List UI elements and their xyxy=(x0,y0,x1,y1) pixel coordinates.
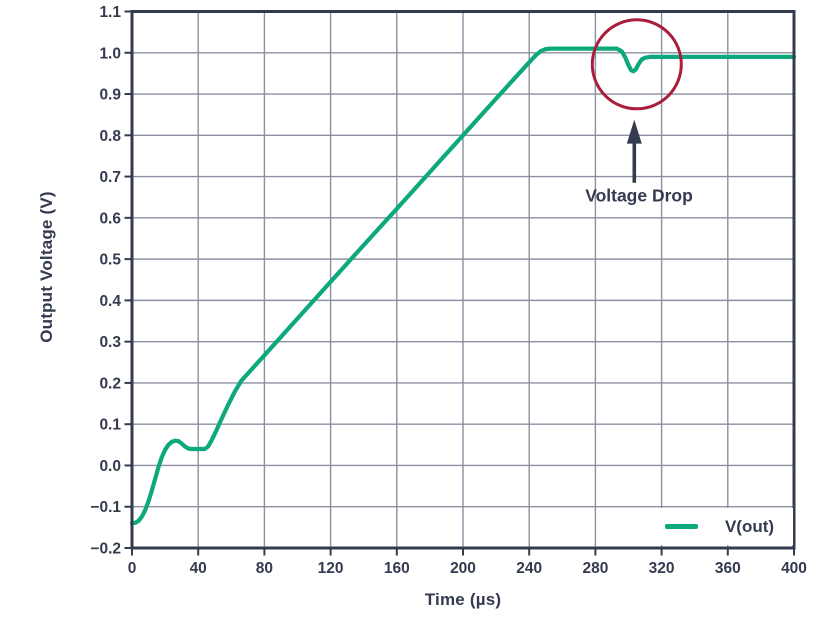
x-tick-label: 160 xyxy=(384,560,410,577)
legend-line-swatch xyxy=(664,524,698,529)
y-tick-label: −0.2 xyxy=(90,541,121,558)
x-tick-label: 200 xyxy=(450,560,476,577)
x-tick-label: 320 xyxy=(649,560,675,577)
x-tick-label: 240 xyxy=(516,560,542,577)
gridlines xyxy=(132,11,794,548)
x-axis-title: Time (µs) xyxy=(424,590,502,609)
x-tick-label: 40 xyxy=(190,560,207,577)
x-tick-label: 80 xyxy=(256,560,273,577)
y-tick-label: 0.2 xyxy=(99,375,121,392)
y-tick-label: 0.7 xyxy=(99,169,121,186)
y-tick-label: 0.4 xyxy=(99,293,121,310)
x-tick-label: 400 xyxy=(781,560,807,577)
x-tick-label: 280 xyxy=(582,560,608,577)
annotation-circle xyxy=(590,18,683,111)
y-tick-label: 0.3 xyxy=(99,334,121,351)
tick-marks xyxy=(124,10,795,556)
y-tick-label: 0.6 xyxy=(99,210,121,227)
axis-tick-labels: 0 40 80 120 160 200 240 280 320 360 400 1.1 1.0 0.9 0.… xyxy=(90,4,807,577)
x-tick-label: 120 xyxy=(318,560,344,577)
annotation-arrow xyxy=(626,119,642,183)
y-tick-label: 0.0 xyxy=(99,458,121,475)
x-tick-label: 360 xyxy=(715,560,741,577)
y-tick-label: 0.8 xyxy=(99,128,121,145)
vout-curve xyxy=(129,46,797,526)
y-tick-label: 0.5 xyxy=(99,252,121,269)
annotation-label: Voltage Drop xyxy=(585,185,693,206)
y-tick-label: 1.0 xyxy=(99,45,121,62)
y-tick-label: 0.9 xyxy=(99,87,121,104)
y-tick-label: 0.1 xyxy=(99,417,121,434)
y-tick-label: −0.1 xyxy=(90,499,121,516)
y-tick-label: 1.1 xyxy=(99,4,121,21)
y-axis-title: Output Voltage (V) xyxy=(37,191,56,343)
plot-border xyxy=(130,10,796,550)
legend-label: V(out) xyxy=(724,516,775,536)
x-tick-label: 0 xyxy=(128,560,137,577)
legend: V(out) xyxy=(646,508,793,545)
